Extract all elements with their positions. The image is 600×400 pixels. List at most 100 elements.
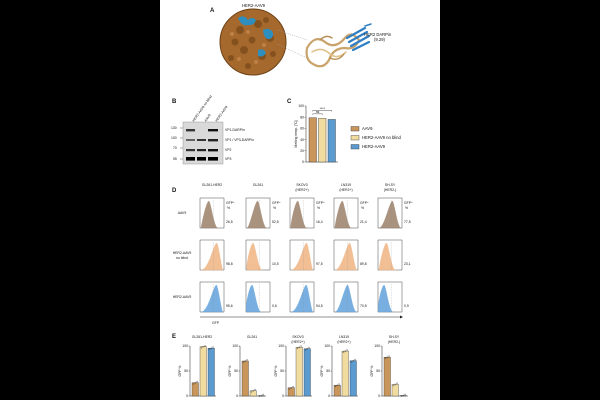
e-y-tick-label: 0 — [378, 394, 380, 398]
e-replicate-dot — [338, 383, 340, 385]
e-replicate-dot — [192, 383, 195, 385]
d-gfp-value: 16,4 — [316, 220, 323, 224]
d-histogram-peak — [200, 200, 219, 229]
d-gfp-value: 97,5 — [316, 262, 323, 266]
c-y-tick-label: 60 — [300, 127, 304, 131]
c-legend-label: AAV9 — [362, 126, 373, 131]
e-replicate-dot — [212, 346, 214, 348]
e-replicate-dot — [252, 389, 255, 392]
e-y-tick-label: 100 — [278, 344, 284, 348]
figure-panel: A HER2-AAV9 HER2 DARPin (9.29) B HER2-AA… — [160, 0, 440, 400]
d-gfp-header: GFP⁺ — [360, 201, 369, 205]
e-y-tick-label: 50 — [376, 369, 380, 373]
e-y-tick-label: 100 — [324, 344, 330, 348]
d-x-axis-label: GFP — [212, 321, 220, 325]
e-replicate-dot — [258, 395, 261, 397]
e-replicate-dot — [244, 360, 247, 362]
e-replicate-dot — [342, 351, 345, 353]
d-histogram-peak — [200, 284, 224, 313]
e-replicate-dot — [254, 388, 256, 391]
c-y-tick-label: 20 — [300, 149, 304, 153]
d-x-axis-arrowhead — [400, 315, 403, 319]
e-replicate-dot — [344, 350, 346, 352]
panel-d-letter: D — [172, 188, 177, 194]
marker-70: 70 — [173, 146, 177, 150]
marker-130: 130 — [171, 126, 177, 130]
c-y-tick-label: 0 — [302, 160, 304, 164]
e-replicate-dot — [242, 361, 245, 363]
d-gfp-header: GFP⁺ — [226, 201, 235, 205]
e-bar — [207, 348, 215, 397]
d-gfp-value: 89,8 — [360, 262, 367, 266]
e-bar — [383, 357, 391, 397]
e-replicate-dot — [194, 381, 197, 384]
e-replicate-dot — [290, 387, 292, 389]
d-histogram-peak — [290, 242, 314, 271]
d-column-subtitle: (HER2+) — [295, 188, 308, 192]
c-y-tick-label: 100 — [298, 104, 304, 108]
western-blot-lane-labels: HER2-AAV9 no blind AAV9 HER2-AAV9 — [192, 94, 229, 122]
c-y-axis-label: Melting temp. [°C] — [294, 120, 298, 147]
d-column-title: LN319 — [341, 183, 351, 187]
c-sig-label: ns — [316, 110, 320, 114]
e-bar — [341, 350, 349, 397]
d-gfp-value: 70,5 — [360, 304, 367, 308]
d-gfp-value: 0,6 — [272, 304, 277, 308]
e-bar — [199, 346, 207, 397]
d-histogram-peak — [378, 200, 402, 229]
c-legend-swatch — [350, 135, 360, 141]
d-gfp-value: 77,5 — [404, 220, 411, 224]
gfp-percent-charts: GL261-HER2 0 50 100 GFP % GL261 0 50 100 GFP % SKO… — [178, 335, 408, 398]
e-chart-title: LN319 — [339, 335, 349, 339]
c-legend-label: HER2-AAV9 no blind — [362, 135, 401, 140]
e-y-tick-label: 50 — [234, 369, 238, 373]
d-gfp-unit: % — [317, 206, 320, 210]
e-y-tick-label: 0 — [282, 394, 284, 398]
e-bar — [303, 348, 311, 397]
e-y-tick-label: 50 — [280, 369, 284, 373]
e-replicate-dot — [394, 383, 396, 386]
melting-temp-chart: 0 20 40 60 80 100 Melting temp. [°C] ****ns — [294, 104, 338, 164]
d-histogram-peak — [246, 242, 263, 271]
d-gfp-header: GFP⁺ — [316, 201, 325, 205]
western-blot-markers: 130 100 70 55 — [171, 126, 183, 161]
e-y-tick-label: 50 — [326, 369, 330, 373]
panel-c-letter: C — [287, 99, 292, 105]
e-chart-subtitle: (HER2+) — [337, 340, 350, 344]
e-replicate-dot — [200, 346, 203, 349]
e-replicate-dot — [352, 359, 354, 362]
e-replicate-dot — [400, 395, 403, 397]
e-bar — [241, 360, 249, 397]
e-replicate-dot — [210, 347, 213, 349]
e-replicate-dot — [204, 345, 206, 347]
panel-b-letter: B — [172, 99, 177, 105]
d-gfp-unit: % — [273, 206, 276, 210]
e-replicate-dot — [246, 359, 248, 361]
band-label-vp2: VP2 — [225, 148, 232, 152]
e-y-tick-label: 0 — [186, 394, 188, 398]
d-gfp-value: 21,4 — [360, 220, 367, 224]
e-y-axis-label: GFP % — [228, 366, 232, 377]
e-y-tick-label: 50 — [184, 369, 188, 373]
e-replicate-dot — [396, 382, 398, 385]
d-gfp-value: 98,8 — [226, 262, 233, 266]
figure-svg: A HER2-AAV9 HER2 DARPin (9.29) B HER2-AA… — [171, 3, 413, 398]
c-sig-bracket — [312, 110, 332, 112]
d-gfp-value: 95,6 — [226, 304, 233, 308]
e-y-tick-label: 0 — [328, 394, 330, 398]
d-gfp-value: 0,9 — [404, 304, 409, 308]
d-row-sublabel: no blind — [176, 256, 188, 260]
band-label-vp1-darpin: VP1-DARPin — [225, 128, 245, 132]
e-y-axis-label: GFP % — [274, 366, 278, 377]
darpin-protein-illustration — [305, 23, 372, 68]
c-bar — [308, 117, 317, 163]
e-y-tick-label: 100 — [232, 344, 238, 348]
lane-label-3: HER2-AAV9 — [215, 105, 229, 123]
e-bar — [333, 385, 341, 397]
e-chart-title: GL261-HER2 — [192, 335, 212, 339]
c-legend-swatch — [350, 126, 360, 132]
c-bar — [318, 118, 327, 163]
d-gfp-value: 26,5 — [226, 220, 233, 224]
e-chart-title: SH-SY — [389, 335, 400, 339]
d-histogram-peak — [246, 200, 267, 229]
